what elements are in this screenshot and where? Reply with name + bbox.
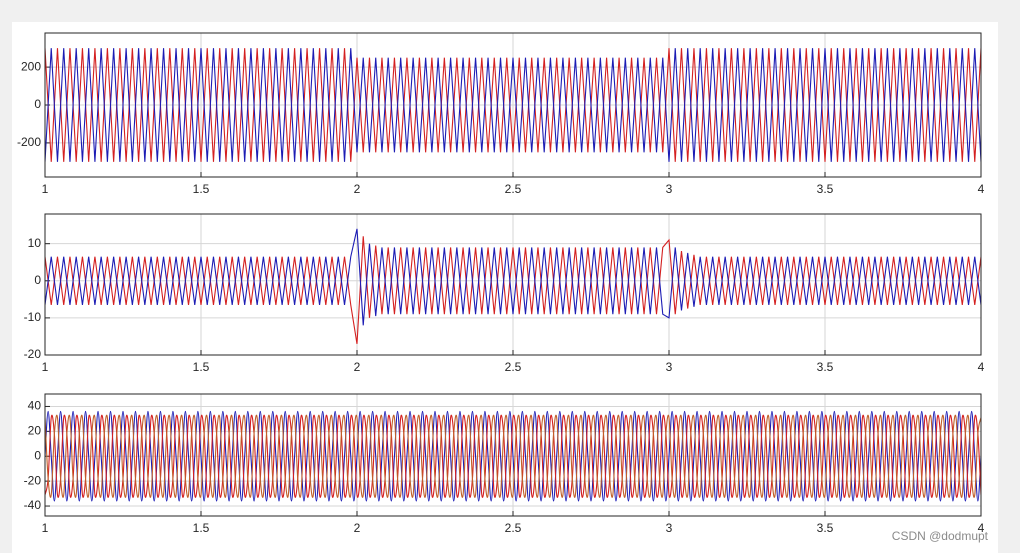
plot-frame bbox=[44, 213, 982, 356]
plot-frame bbox=[44, 393, 982, 517]
x-tick-label: 3.5 bbox=[817, 360, 834, 374]
series-line bbox=[45, 414, 981, 498]
x-tick-label: 4 bbox=[978, 360, 985, 374]
x-tick-label: 1 bbox=[42, 182, 49, 196]
x-tick-label: 2.5 bbox=[505, 360, 522, 374]
x-tick-label: 1 bbox=[42, 360, 49, 374]
y-tick-label: -20 bbox=[24, 473, 42, 487]
y-tick-label: -20 bbox=[24, 347, 42, 361]
series-line bbox=[45, 236, 981, 344]
y-tick-label: -200 bbox=[17, 135, 41, 149]
x-tick-label: 4 bbox=[978, 182, 985, 196]
x-tick-label: 1.5 bbox=[193, 182, 210, 196]
y-tick-label: 20 bbox=[28, 424, 42, 438]
x-tick-label: 4 bbox=[978, 521, 985, 535]
y-tick-label: 40 bbox=[28, 399, 42, 413]
x-tick-label: 3 bbox=[666, 360, 673, 374]
x-tick-label: 2.5 bbox=[505, 521, 522, 535]
series-line bbox=[45, 414, 981, 498]
x-tick-label: 3 bbox=[666, 182, 673, 196]
x-tick-label: 1.5 bbox=[193, 360, 210, 374]
y-tick-label: 0 bbox=[34, 448, 41, 462]
series-line bbox=[45, 48, 981, 162]
series-line bbox=[45, 228, 981, 326]
x-tick-label: 1 bbox=[42, 521, 49, 535]
subplot: 1 1.5 2 2.5 3 3.5 4 -20 -10 0 10 bbox=[24, 213, 985, 374]
x-tick-label: 3 bbox=[666, 521, 673, 535]
series-line bbox=[45, 48, 981, 162]
y-tick-label: 0 bbox=[34, 97, 41, 111]
x-tick-label: 1.5 bbox=[193, 521, 210, 535]
plot-frame bbox=[44, 32, 982, 178]
x-tick-label: 2 bbox=[354, 360, 361, 374]
x-tick-label: 2.5 bbox=[505, 182, 522, 196]
y-tick-label: 0 bbox=[34, 273, 41, 287]
y-tick-label: -40 bbox=[24, 498, 42, 512]
subplot: 1 1.5 2 2.5 3 3.5 4 -40 -20 0 20 40 bbox=[24, 393, 985, 535]
x-tick-label: 3.5 bbox=[817, 521, 834, 535]
x-tick-label: 3.5 bbox=[817, 182, 834, 196]
series-line bbox=[45, 410, 981, 502]
x-tick-label: 2 bbox=[354, 182, 361, 196]
x-tick-label: 2 bbox=[354, 521, 361, 535]
subplot: 1 1.5 2 2.5 3 3.5 4 -200 0 200 bbox=[17, 32, 985, 196]
y-tick-label: 200 bbox=[21, 59, 41, 73]
watermark: CSDN @dodmupt bbox=[892, 529, 989, 543]
y-tick-label: -10 bbox=[24, 310, 42, 324]
y-tick-label: 10 bbox=[28, 236, 42, 250]
